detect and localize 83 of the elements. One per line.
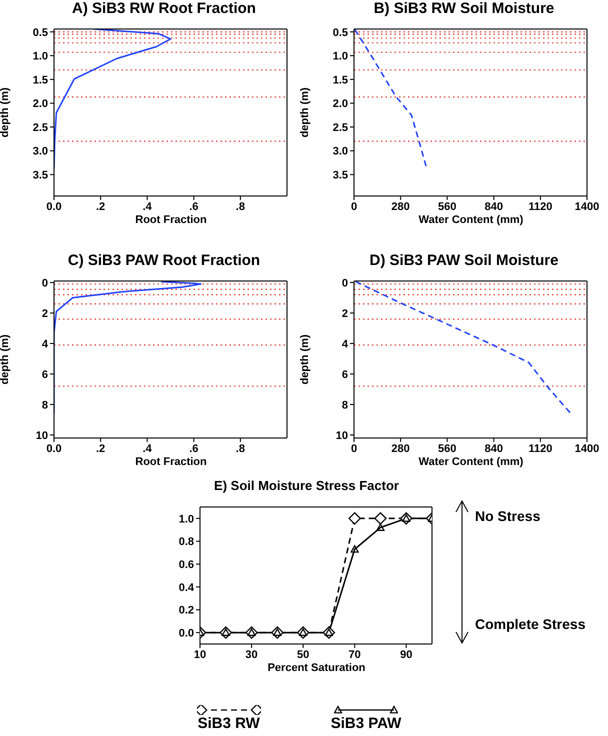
point	[348, 512, 361, 525]
x-tick-label: .2	[96, 200, 106, 213]
y-tick-label: 8	[342, 399, 348, 412]
text: Complete Stress	[475, 616, 586, 632]
x-axis-title: Percent Saturation	[266, 662, 366, 674]
y-tick-label: 4	[42, 338, 49, 350]
y-tick-label: 0.5	[32, 26, 48, 39]
x-tick-label: 1400	[574, 442, 600, 455]
x-tick-label: 30	[245, 648, 258, 661]
point	[376, 523, 385, 531]
y-tick-label: 1.0	[32, 50, 48, 63]
x-tick-label: .2	[96, 442, 106, 455]
x-tick-label: 560	[438, 200, 456, 213]
y-axis-title: depth (m)	[298, 87, 311, 138]
y-tick-label: 1.0	[178, 513, 194, 526]
legend-label: SiB3 PAW	[330, 715, 402, 732]
chart-title: A) SiB3 RW Root Fraction	[71, 0, 257, 17]
x-tick-label: 50	[296, 648, 310, 661]
y-axis-title: depth (m)	[298, 334, 311, 385]
line-series	[54, 29, 172, 170]
y-tick-label: 2.0	[332, 98, 348, 110]
x-tick-label: .8	[236, 442, 245, 455]
y-tick-label: 1.5	[332, 74, 348, 86]
x-tick-label: 90	[400, 648, 412, 661]
x-tick-label: .4	[142, 442, 153, 455]
y-tick-label: 3.5	[32, 169, 48, 182]
line-series	[54, 281, 202, 414]
x-tick-label: 70	[348, 648, 361, 661]
y-axis-title: depth (m)	[0, 334, 11, 385]
y-tick-label: 2.5	[32, 122, 48, 134]
y-tick-label: 6	[342, 368, 348, 381]
y-tick-label: 2	[42, 308, 48, 320]
y-tick-label: 0	[42, 277, 48, 290]
y-tick-label: 3.5	[332, 169, 348, 182]
y-tick-label: 4	[342, 338, 349, 350]
y-tick-label: 10	[36, 430, 48, 442]
legend-label: SiB3 RW	[198, 715, 260, 732]
y-tick-label: 0.4	[178, 582, 195, 594]
y-tick-label: 2.5	[332, 122, 348, 134]
x-tick-label: 280	[391, 442, 410, 455]
x-tick-label: .6	[189, 442, 198, 455]
x-tick-label: .4	[142, 200, 153, 213]
y-tick-label: 6	[42, 368, 48, 381]
x-tick-label: 840	[484, 442, 503, 455]
x-axis-title: Root Fraction	[134, 214, 208, 226]
y-tick-label: 2	[342, 308, 348, 320]
chart-title: B) SiB3 RW Soil Moisture	[372, 0, 556, 17]
x-tick-label: 1400	[574, 200, 600, 213]
x-tick-label: .6	[189, 200, 198, 213]
x-tick-label: 0	[350, 200, 358, 213]
y-tick-label: 0.0	[178, 627, 194, 640]
text: No Stress	[475, 508, 540, 524]
y-tick-label: 3.0	[32, 146, 48, 158]
y-tick-label: 2.0	[32, 98, 48, 110]
x-tick-label: 560	[438, 442, 456, 455]
y-tick-label: 0.8	[178, 536, 194, 548]
y-tick-label: 1.0	[332, 50, 348, 63]
y-tick-label: 10	[336, 430, 348, 442]
y-tick-label: 0.6	[178, 558, 194, 571]
y-tick-label: 1.5	[32, 74, 48, 86]
y-tick-label: 0.2	[178, 604, 194, 617]
y-tick-label: 3.0	[332, 146, 348, 158]
x-tick-label: 280	[391, 200, 410, 213]
x-tick-label: 840	[484, 200, 503, 213]
point	[350, 545, 359, 553]
x-tick-label: .8	[236, 200, 245, 213]
point	[374, 512, 387, 525]
chart-title: C) SiB3 PAW Root Fraction	[66, 252, 262, 269]
chart-title: E) Soil Moisture Stress Factor	[213, 478, 400, 493]
x-tick-label: 1120	[528, 200, 552, 213]
y-tick-label: 0.5	[332, 26, 348, 39]
y-axis-title: depth (m)	[0, 87, 11, 138]
line-series	[354, 281, 572, 414]
line-series	[354, 29, 428, 168]
chart-title: D) SiB3 PAW Soil Moisture	[368, 252, 560, 269]
y-tick-label: 8	[42, 399, 48, 412]
x-axis-title: Water Content (mm)	[418, 214, 524, 226]
x-tick-label: 10	[194, 648, 206, 661]
x-tick-label: 1120	[528, 442, 552, 455]
x-tick-label: 0	[350, 442, 358, 455]
y-tick-label: 0	[342, 277, 348, 290]
x-axis-title: Water Content (mm)	[418, 456, 524, 468]
x-axis-title: Root Fraction	[134, 456, 208, 468]
